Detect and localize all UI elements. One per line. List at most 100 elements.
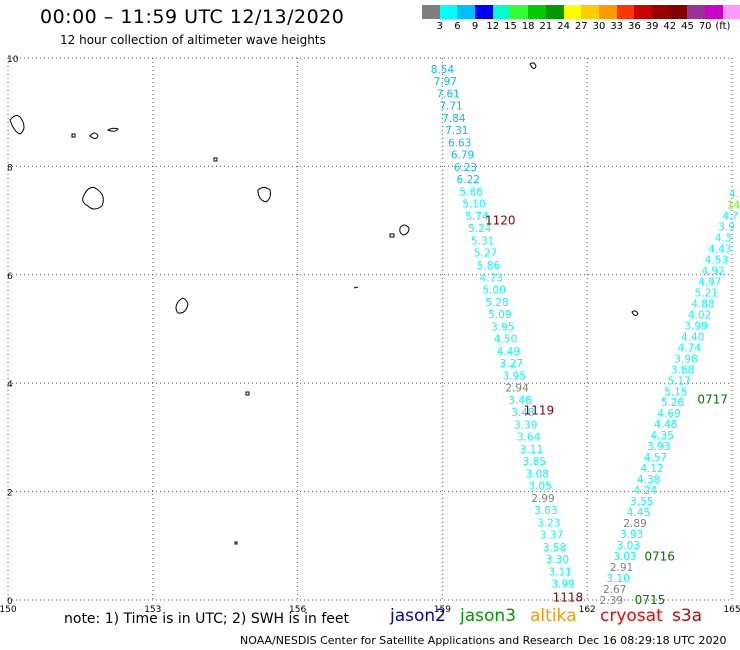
x-tick-label: 150 [0, 605, 17, 615]
island-outline [89, 132, 99, 139]
colorbar-swatch [422, 5, 440, 19]
y-tick-label: 8 [7, 163, 13, 173]
swh-value: 5.31 [471, 235, 494, 247]
swh-value: 5.27 [474, 248, 497, 260]
swh-value: 3.48 [511, 407, 534, 419]
colorbar-swatch [563, 5, 582, 19]
pass-time-labels: 1120 1119 1118 0717 0716 0715 [485, 214, 728, 607]
swh-value: 7.61 [436, 88, 459, 100]
island-outline [71, 133, 76, 138]
swh-value: 5.74 [465, 211, 489, 223]
swh-value: 3.10 [606, 573, 629, 585]
colorbar-swatch [528, 5, 546, 19]
swh-value: 3.30 [546, 554, 569, 566]
swh-value: 4.50 [494, 334, 517, 346]
colorbar-swatch [581, 5, 599, 19]
colorbar-label: 36 [628, 21, 641, 32]
swh-value: 3.11 [548, 566, 571, 578]
swh-value: 3.27 [500, 358, 523, 370]
swh-value: 5.15 [664, 386, 687, 398]
swh-value: 6.63 [448, 137, 471, 149]
x-tick-label: 165 [723, 605, 740, 615]
swh-value: 3.99 [551, 579, 574, 591]
swh-value: 3.93 [620, 529, 643, 541]
swh-value: 5.66 [459, 186, 483, 198]
pass-time-label: 1120 [485, 214, 516, 228]
swh-value: 4.43 [708, 243, 731, 255]
y-tick-label: 10 [7, 55, 19, 65]
swh-value: 3.55 [630, 496, 653, 508]
colorbar-swatch [705, 5, 723, 19]
colorbar-label: 12 [486, 21, 500, 32]
island-outline [82, 186, 104, 210]
colorbar-label: 33 [610, 21, 624, 32]
colorbar-swatch [634, 5, 652, 19]
colorbar-label: 6 [454, 21, 461, 32]
island-outline [529, 62, 537, 70]
pass-time-label: 0716 [644, 550, 675, 564]
satellite-legend-s3a: s3a [672, 606, 703, 626]
island-outline [213, 157, 218, 162]
swh-value: 3.58 [543, 542, 566, 554]
colorbar-label: 24 [557, 21, 570, 32]
swh-value: 6.79 [451, 150, 474, 162]
colorbar-labels: 3 6 9 12 15 18 21 24 27 30 33 36 39 42 45 70 (ft) [422, 21, 737, 35]
colorbar-label: 21 [539, 21, 553, 32]
colorbar-swatch [457, 5, 476, 19]
satellite-legend-cryosat: cryosat [600, 606, 663, 626]
swh-value: 7.84 [442, 113, 466, 125]
satellite-legend-jason2: jason2 [390, 606, 446, 626]
island-outline [257, 187, 271, 203]
pass-time-label: 0717 [697, 392, 728, 406]
colorbar-label: 9 [471, 21, 479, 32]
x-tick-label: 153 [144, 605, 161, 615]
swh-value: 4.48 [654, 419, 677, 431]
swh-value: 3.88 [671, 364, 694, 376]
altimeter-tracks: 8.547.977.617.717.847.316.636.796.236.22… [431, 64, 740, 607]
colorbar-swatch [651, 5, 670, 19]
swh-value: 3.64 [517, 432, 541, 444]
swh-value: 4.12 [640, 463, 663, 475]
colorbar-label: 27 [574, 21, 588, 32]
grid-lines [7, 57, 733, 601]
colorbar-label: 18 [521, 21, 535, 32]
colorbar-swatch [598, 5, 617, 19]
swh-value: 3.95 [491, 321, 514, 333]
swh-value: 2.91 [610, 562, 633, 574]
colorbar-swatch [475, 5, 493, 19]
x-tick-label: 162 [579, 605, 596, 615]
swh-value: 4.49 [497, 346, 520, 358]
credit-line: NOAA/NESDIS Center for Satellite Applica… [240, 634, 574, 647]
colorbar-label: 3 [436, 21, 443, 32]
swh-value: 4.40 [681, 331, 704, 343]
generated-timestamp: Dec 16 08:29:18 UTC 2020 [578, 634, 727, 647]
swh-value: 2.94 [505, 383, 529, 395]
x-tick-label: 159 [434, 605, 451, 615]
colorbar-swatch [669, 5, 688, 19]
colorbar-swatch [722, 5, 740, 19]
swh-value: 4.24 [634, 485, 658, 497]
colorbar-swatch [545, 5, 564, 19]
satellite-legend-jason3: jason3 [460, 606, 516, 626]
swh-value: 8.54 [431, 64, 455, 76]
swh-value: 3.9 [718, 221, 735, 233]
swh-value: 3.39 [514, 419, 537, 431]
swh-value: 7.97 [434, 76, 457, 88]
island-outline [399, 224, 410, 236]
swh-value: 4.45 [627, 507, 650, 519]
swh-value: 4.3 [715, 232, 732, 244]
y-tick-label: 2 [7, 489, 13, 499]
colorbar-label: 15 [504, 21, 517, 32]
swh-value: 4.88 [691, 298, 714, 310]
colorbar-swatch [439, 5, 458, 19]
swh-value: 3.93 [647, 441, 670, 453]
swh-value: 3.37 [540, 530, 563, 542]
swh-value: 5.86 [477, 260, 501, 272]
colorbar [422, 5, 740, 19]
pass-time-label: 0715 [635, 593, 666, 607]
island-outline [9, 115, 25, 135]
axis-ticks: 150 153 156 159 162 165 0 2 4 6 8 10 [0, 55, 740, 615]
colorbar-label: 42 [663, 21, 677, 32]
swh-value: 3.08 [526, 468, 549, 480]
